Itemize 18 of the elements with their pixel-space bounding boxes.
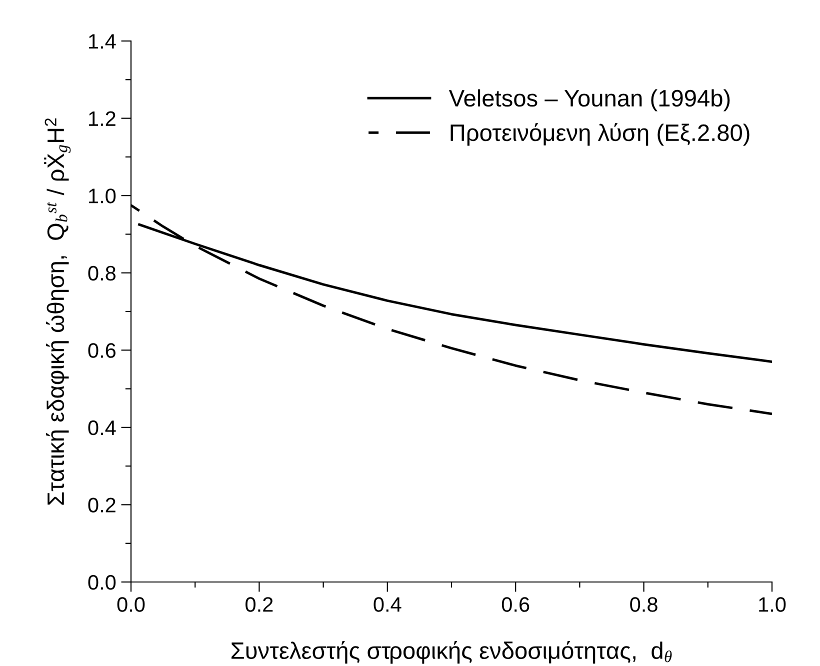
y-tick-label: 1.2 xyxy=(89,111,116,126)
y-tick-label: 1.4 xyxy=(89,34,116,49)
y-tick-label: 0.6 xyxy=(88,343,116,358)
x-tick-label: 0.6 xyxy=(502,597,530,612)
y-tick-label: 0.0 xyxy=(88,575,116,590)
y-axis-title: Στατική εδαφική ώθηση, Q$_{b}$$^{st}$ / ρẌ$_{g}$H$^{2}$ xyxy=(44,118,71,505)
x-axis-title: Συντελεστής στροφικής ενδοσιμότητας, d$_{θ}$ xyxy=(232,641,672,664)
x-tick-label: 0.0 xyxy=(117,597,145,612)
x-tick-label: 0.8 xyxy=(630,597,658,612)
x-tick-label: 0.4 xyxy=(374,597,402,612)
y-tick-label: 0.4 xyxy=(88,420,116,436)
y-tick-label: 0.8 xyxy=(88,266,116,281)
y-tick-label: 0.2 xyxy=(88,498,116,512)
y-tick-label: 1.0 xyxy=(89,188,116,204)
x-tick-label: 1.0 xyxy=(759,597,786,612)
legend-label: Προτεινόμενη λύση (Εξ.2.80) xyxy=(450,123,750,146)
x-tick-label: 0.2 xyxy=(246,597,273,612)
legend-label: Veletsos – Younan (1994b) xyxy=(448,89,730,112)
